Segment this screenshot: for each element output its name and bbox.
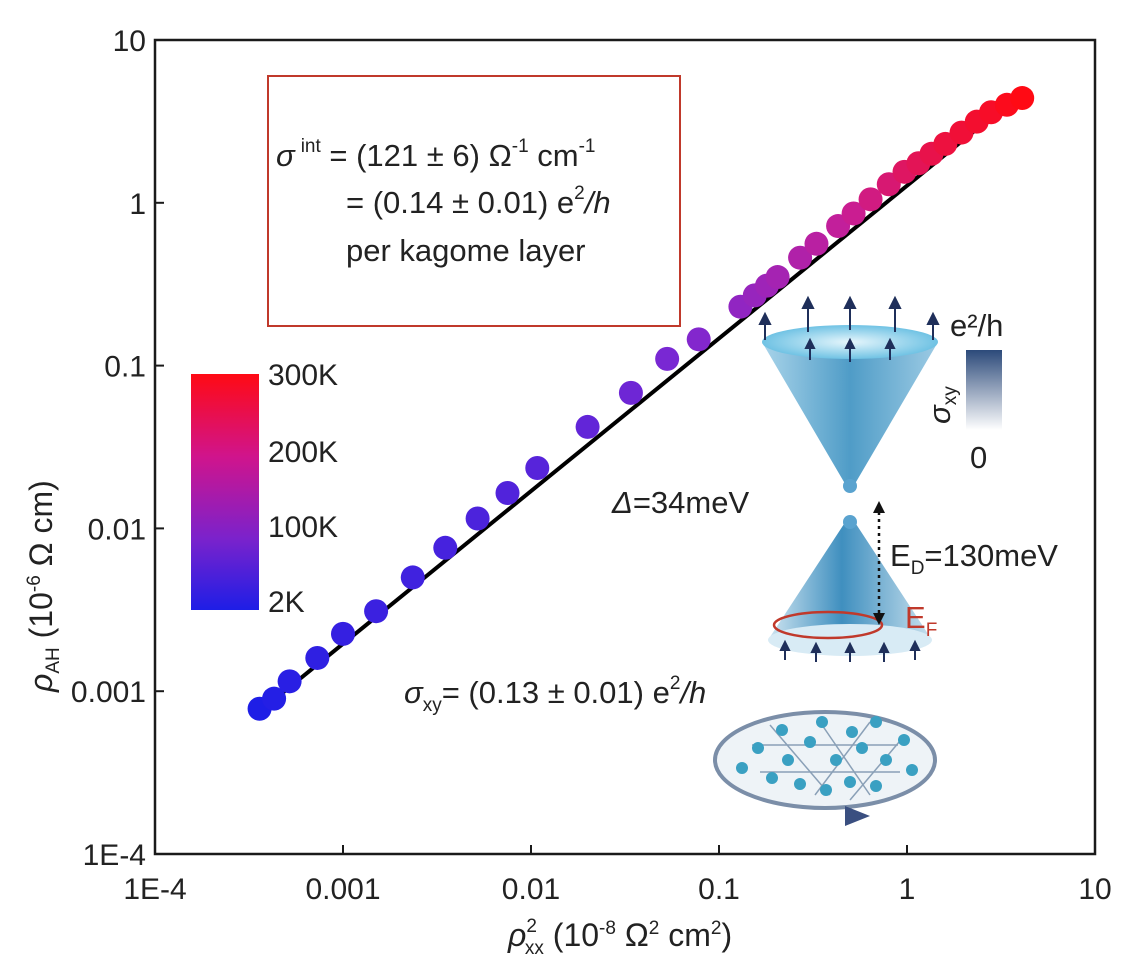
dirac-energy-label: ED=130meV bbox=[890, 538, 1058, 579]
colorbar-labels: 300K 200K 100K 2K bbox=[268, 359, 338, 619]
lower-cone bbox=[768, 519, 932, 640]
plot-frame bbox=[153, 38, 1097, 856]
sigma-xy-label: σxy= (0.13 ± 0.01) e2/h bbox=[404, 673, 706, 716]
data-point bbox=[262, 686, 287, 711]
data-point bbox=[575, 414, 600, 439]
data-point bbox=[765, 265, 790, 290]
colorbar-label: 2K bbox=[268, 586, 305, 619]
sigma-colorbar-bottom: 0 bbox=[970, 440, 987, 475]
sigma-colorbar bbox=[966, 350, 1002, 430]
dirac-cone-illustration bbox=[758, 295, 940, 662]
data-point bbox=[495, 480, 520, 505]
y-tick-label: 1 bbox=[129, 188, 146, 221]
x-tick-label: 0.001 bbox=[305, 873, 380, 906]
kagome-lattice-illustration bbox=[713, 710, 937, 826]
ring-arrow-head bbox=[845, 806, 870, 826]
x-tick-label: 0.01 bbox=[502, 873, 560, 906]
colorbar-label: 100K bbox=[268, 511, 338, 544]
y-axis-ticks: 1E-4 0.001 0.01 0.1 1 10 bbox=[71, 25, 164, 872]
x-tick-label: 0.1 bbox=[698, 873, 740, 906]
sigma-colorbar-label: σxy bbox=[922, 386, 961, 424]
y-tick-label: 1E-4 bbox=[83, 839, 146, 872]
data-point bbox=[1010, 86, 1035, 111]
lower-cone-base bbox=[768, 624, 932, 656]
formula-box bbox=[267, 75, 681, 327]
x-tick-label: 1E-4 bbox=[123, 873, 186, 906]
x-tick-label: 1 bbox=[899, 873, 916, 906]
data-point bbox=[686, 327, 711, 352]
data-point bbox=[788, 245, 813, 270]
data-point bbox=[433, 535, 458, 560]
data-point bbox=[400, 565, 425, 590]
colorbar-label: 300K bbox=[268, 359, 338, 392]
spin-arrows-lower bbox=[779, 639, 921, 662]
spin-arrows-upper bbox=[758, 295, 940, 362]
y-axis-title: ρAH (10-6 Ω cm) bbox=[23, 480, 64, 693]
y-tick-label: 10 bbox=[113, 25, 146, 58]
formula-line-2: = (0.14 ± 0.01) e2/h bbox=[346, 183, 611, 220]
colorbar-label: 200K bbox=[268, 436, 338, 469]
y-tick-label: 0.01 bbox=[88, 513, 146, 546]
gap-label: Δ=34meV bbox=[611, 485, 749, 520]
x-tick-label: 10 bbox=[1078, 873, 1111, 906]
fermi-level-ring bbox=[772, 610, 884, 640]
sigma-colorbar-top: e²/h bbox=[950, 308, 1003, 343]
data-point bbox=[331, 621, 355, 646]
formula-line-1: σ int = (121 ± 6) Ω-1 cm-1 bbox=[276, 136, 596, 173]
data-point bbox=[618, 380, 643, 405]
data-point bbox=[804, 231, 829, 256]
x-axis-title: ρ2 xx (10-8 Ω2 cm2) bbox=[507, 916, 732, 959]
temperature-colorbar bbox=[191, 374, 259, 610]
formula-line-3: per kagome layer bbox=[346, 233, 586, 268]
y-tick-label: 0.001 bbox=[71, 676, 146, 709]
fermi-energy-label: EF bbox=[905, 600, 937, 641]
data-point bbox=[858, 187, 883, 212]
data-point bbox=[525, 455, 550, 480]
data-points bbox=[247, 86, 1035, 721]
data-point bbox=[465, 506, 490, 531]
data-point bbox=[277, 669, 302, 694]
data-point bbox=[364, 599, 389, 624]
upper-cone-tip bbox=[843, 479, 857, 493]
data-point bbox=[655, 346, 680, 371]
lower-cone-tip bbox=[843, 515, 857, 529]
kagome-atoms bbox=[736, 716, 918, 796]
y-tick-label: 0.1 bbox=[104, 351, 146, 384]
kagome-bonds bbox=[752, 721, 906, 801]
data-point bbox=[841, 201, 866, 226]
upper-cone bbox=[762, 342, 938, 487]
data-point bbox=[305, 645, 330, 670]
x-axis-ticks: 1E-4 0.001 0.01 0.1 1 10 bbox=[123, 845, 1112, 906]
